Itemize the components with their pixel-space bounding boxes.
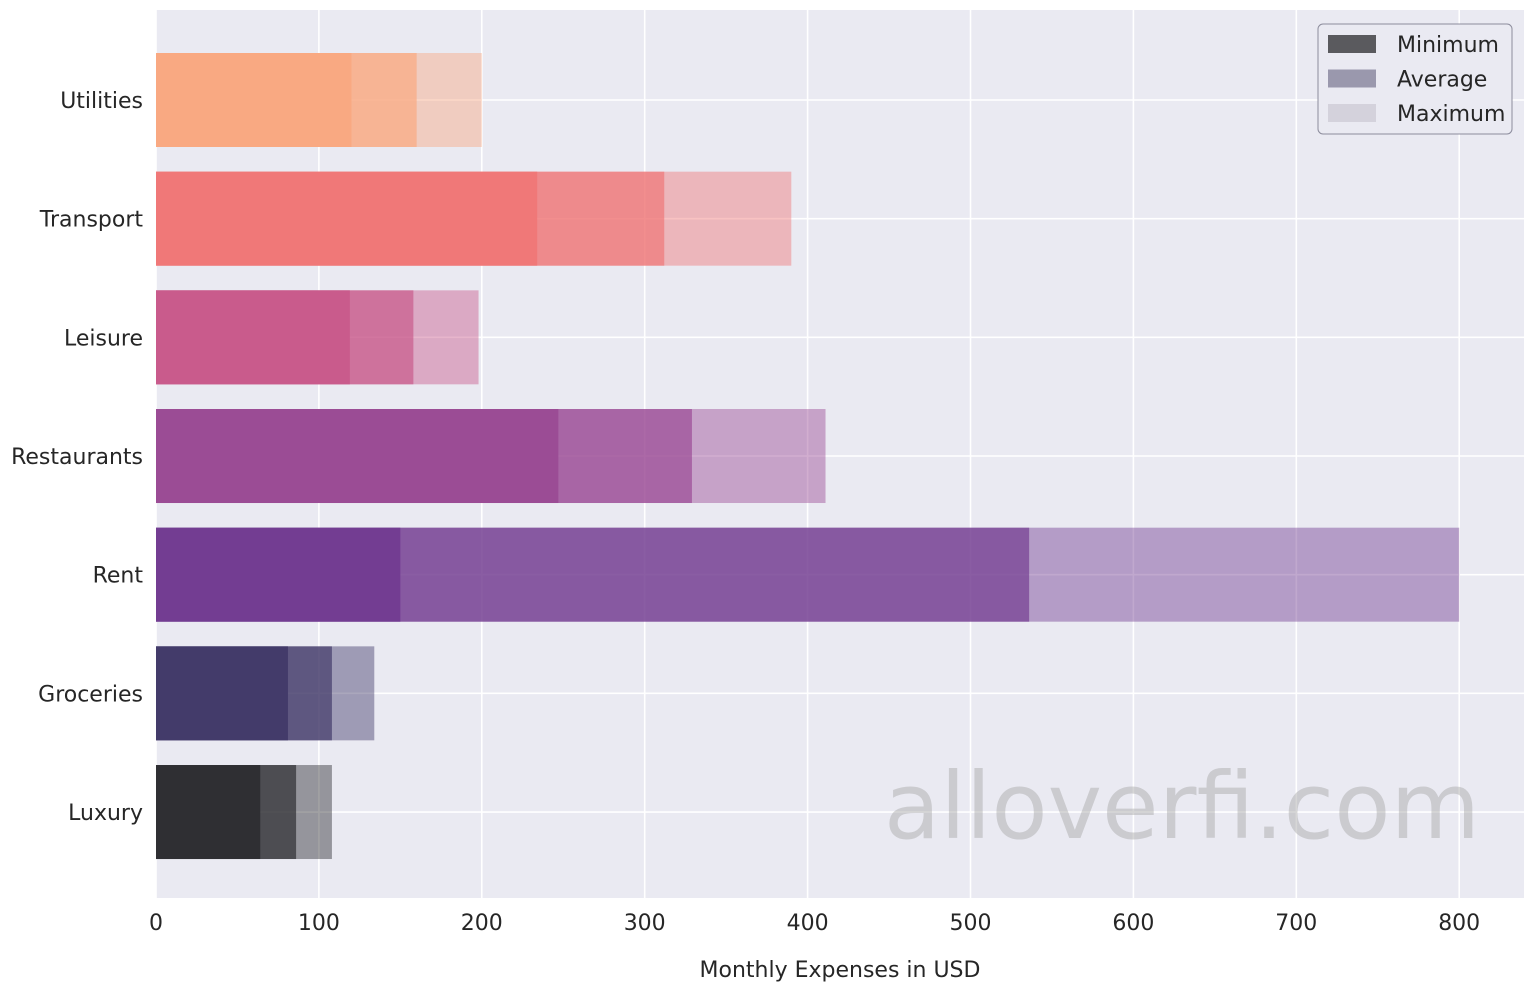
bars-layer — [156, 53, 1460, 860]
legend-swatch-minimum — [1328, 35, 1376, 53]
y-tick-label: Rent — [93, 564, 144, 589]
y-axis-ticks: Utilities Transport Leisure Restaurants Rent… — [11, 89, 143, 826]
y-tick-label: Transport — [39, 208, 144, 233]
y-tick-label: Leisure — [64, 326, 143, 351]
bar-transport-minimum — [156, 171, 538, 266]
x-tick-label: 0 — [149, 911, 163, 936]
x-tick-label: 700 — [1275, 911, 1317, 936]
bar-luxury-minimum — [156, 765, 261, 860]
x-tick-label: 600 — [1112, 911, 1154, 936]
legend-label-average: Average — [1397, 68, 1487, 93]
x-tick-label: 400 — [787, 911, 829, 936]
bar-restaurants-minimum — [156, 409, 559, 504]
x-axis-ticks: 0 100 200 300 400 500 600 700 800 — [149, 911, 1480, 936]
legend-label-maximum: Maximum — [1397, 102, 1505, 127]
watermark: alloverfi.com — [884, 753, 1480, 860]
legend-label-minimum: Minimum — [1397, 33, 1499, 58]
x-axis-label: Monthly Expenses in USD — [700, 958, 981, 983]
x-tick-label: 200 — [461, 911, 503, 936]
y-tick-label: Utilities — [60, 89, 143, 114]
bar-groceries-minimum — [156, 646, 288, 741]
bar-utilities-minimum — [156, 53, 352, 147]
x-tick-label: 300 — [624, 911, 666, 936]
y-tick-label: Luxury — [68, 801, 143, 826]
x-tick-label: 500 — [950, 911, 992, 936]
legend: Minimum Average Maximum — [1317, 23, 1513, 135]
bar-rent-minimum — [156, 527, 401, 622]
y-tick-label: Restaurants — [11, 445, 143, 470]
legend-swatch-maximum — [1328, 104, 1376, 122]
y-tick-label: Groceries — [38, 682, 143, 707]
legend-swatch-average — [1328, 69, 1376, 88]
x-tick-label: 800 — [1438, 911, 1480, 936]
x-tick-label: 100 — [298, 911, 340, 936]
bar-leisure-minimum — [156, 290, 350, 385]
